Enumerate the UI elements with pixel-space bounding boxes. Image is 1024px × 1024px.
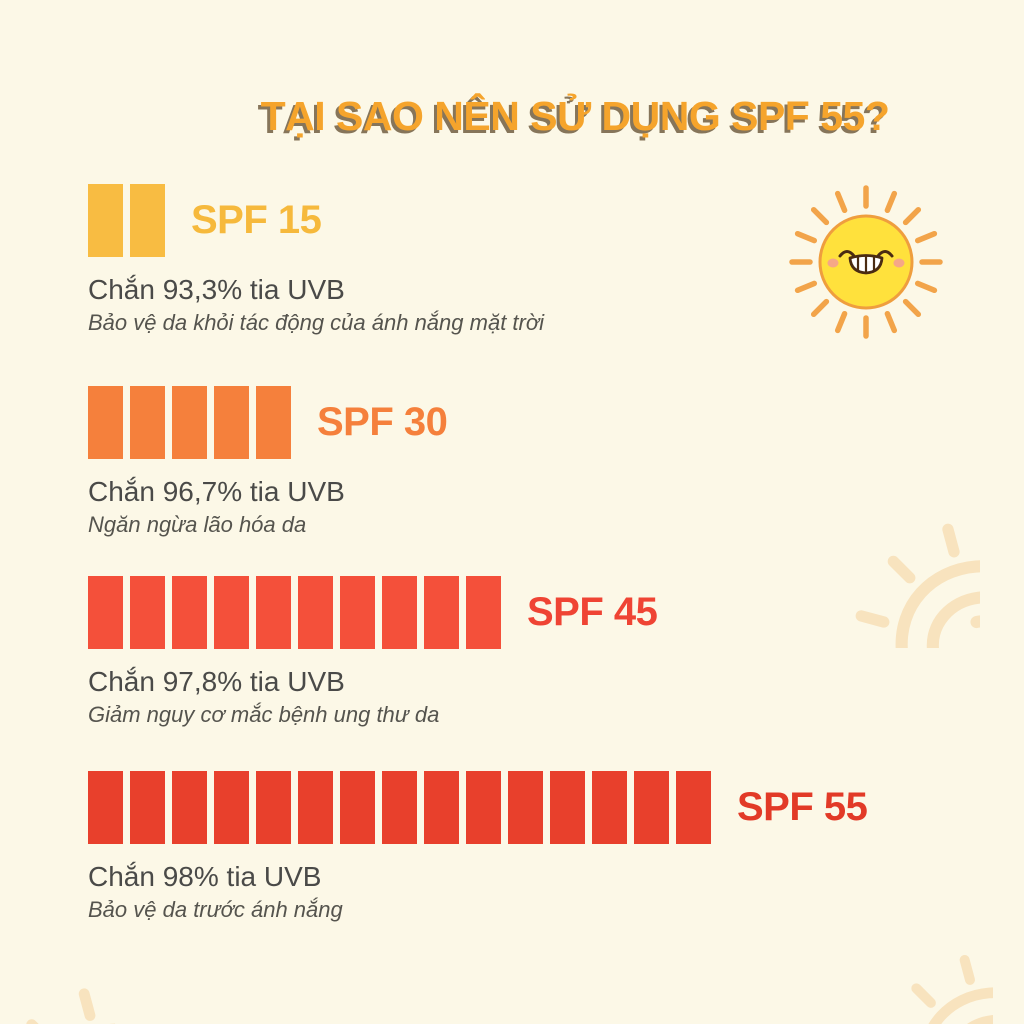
- uvb-block: [130, 184, 165, 257]
- benefit-text: Bảo vệ da trước ánh nắng: [88, 897, 343, 923]
- uvb-block: [466, 771, 501, 844]
- spf-15-section: SPF 15 Chắn 93,3% tia UVB Bảo vệ da khỏi…: [88, 184, 544, 335]
- benefit-text: Ngăn ngừa lão hóa da: [88, 512, 307, 538]
- spf-45-bar-row: SPF 45: [88, 576, 658, 649]
- uvb-block: [214, 386, 249, 459]
- uvb-blocks-bar: [88, 771, 711, 844]
- spf-55-section: SPF 55 Chắn 98% tia UVB Bảo vệ da trước …: [88, 771, 868, 923]
- spf-15-label: SPF 15: [191, 198, 322, 242]
- spf-55-label: SPF 55: [737, 785, 868, 829]
- uvb-block: [130, 771, 165, 844]
- protection-text: Chắn 96,7% tia UVB: [88, 476, 345, 507]
- sun-grin: [848, 254, 884, 275]
- spf-45-label: SPF 45: [527, 590, 658, 634]
- smiling-sun-icon: [789, 185, 943, 339]
- uvb-blocks-bar: [88, 184, 165, 257]
- spf-45-section: SPF 45 Chắn 97,8% tia UVB Giảm nguy cơ m…: [88, 576, 658, 728]
- uvb-block: [256, 386, 291, 459]
- uvb-block: [172, 576, 207, 649]
- uvb-block: [550, 771, 585, 844]
- uvb-blocks-bar: [88, 576, 501, 649]
- uvb-block: [592, 771, 627, 844]
- spf-55-bar-row: SPF 55: [88, 771, 868, 844]
- protection-text: Chắn 98% tia UVB: [88, 861, 322, 892]
- protection-text: Chắn 97,8% tia UVB: [88, 666, 345, 697]
- uvb-block: [298, 576, 333, 649]
- uvb-blocks-bar: [88, 386, 291, 459]
- uvb-block: [340, 771, 375, 844]
- uvb-block: [256, 576, 291, 649]
- benefit-text: Bảo vệ da khỏi tác động của ánh nắng mặt…: [88, 310, 545, 336]
- uvb-block: [172, 771, 207, 844]
- uvb-block: [130, 576, 165, 649]
- spf-30-label: SPF 30: [317, 400, 448, 444]
- uvb-block: [214, 576, 249, 649]
- sun-cheeks: [827, 258, 905, 268]
- spf-30-bar-row: SPF 30: [88, 386, 448, 459]
- uvb-block: [214, 771, 249, 844]
- protection-text: Chắn 93,3% tia UVB: [88, 274, 345, 305]
- uvb-block: [424, 576, 459, 649]
- uvb-block: [88, 771, 123, 844]
- page-title: TẠI SAO NÊN SỬ DỤNG SPF 55?: [260, 93, 890, 139]
- uvb-block: [172, 386, 207, 459]
- uvb-block: [88, 386, 123, 459]
- uvb-block: [466, 576, 501, 649]
- spf-15-bar-row: SPF 15: [88, 184, 544, 257]
- sun-eyes: [838, 250, 894, 258]
- uvb-block: [508, 771, 543, 844]
- uvb-block: [382, 771, 417, 844]
- uvb-block: [340, 576, 375, 649]
- uvb-block: [256, 771, 291, 844]
- spf-30-section: SPF 30 Chắn 96,7% tia UVB Ngăn ngừa lão …: [88, 386, 448, 538]
- uvb-block: [424, 771, 459, 844]
- uvb-block: [382, 576, 417, 649]
- uvb-block: [88, 576, 123, 649]
- benefit-text: Giảm nguy cơ mắc bệnh ung thư da: [88, 702, 440, 728]
- uvb-block: [130, 386, 165, 459]
- uvb-block: [88, 184, 123, 257]
- uvb-block: [634, 771, 669, 844]
- uvb-block: [676, 771, 711, 844]
- sun-rays: [789, 185, 943, 339]
- uvb-block: [298, 771, 333, 844]
